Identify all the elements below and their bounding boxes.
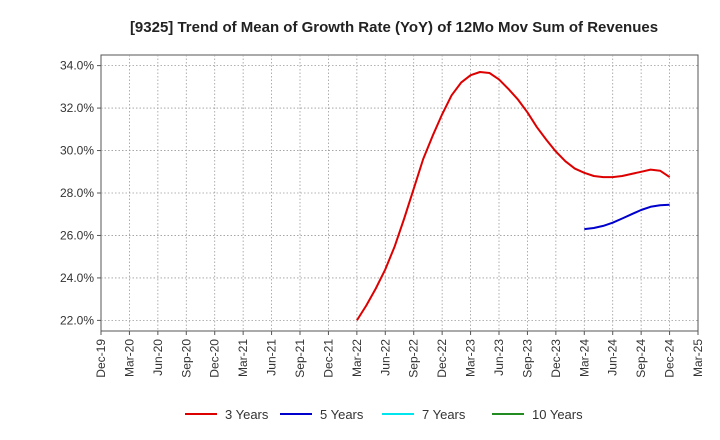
legend-label-10-years: 10 Years [532, 407, 583, 422]
y-tick-label: 26.0% [60, 228, 94, 242]
line-chart: [9325] Trend of Mean of Growth Rate (YoY… [0, 0, 720, 440]
x-tick-label: Mar-20 [122, 339, 136, 377]
x-tick-label: Sep-24 [634, 339, 648, 378]
legend-label-5-years: 5 Years [320, 407, 364, 422]
y-tick-label: 32.0% [60, 101, 94, 115]
x-tick-label: Dec-23 [549, 339, 563, 378]
y-tick-label: 34.0% [60, 59, 94, 73]
x-tick-label: Dec-24 [663, 339, 677, 378]
y-tick-label: 24.0% [60, 271, 94, 285]
x-tick-label: Jun-22 [378, 339, 392, 376]
x-tick-label: Sep-23 [520, 339, 534, 378]
x-tick-label: Dec-22 [435, 339, 449, 378]
x-tick-label: Jun-24 [606, 339, 620, 376]
x-tick-label: Jun-23 [492, 339, 506, 376]
x-tick-label: Jun-21 [265, 339, 279, 376]
x-tick-label: Sep-20 [179, 339, 193, 378]
chart-title: [9325] Trend of Mean of Growth Rate (YoY… [130, 19, 658, 36]
x-tick-label: Sep-22 [407, 339, 421, 378]
x-tick-label: Jun-20 [151, 339, 165, 376]
x-tick-label: Dec-20 [208, 339, 222, 378]
x-tick-label: Mar-25 [691, 339, 705, 377]
chart-container: [9325] Trend of Mean of Growth Rate (YoY… [0, 0, 720, 440]
y-tick-label: 28.0% [60, 186, 94, 200]
x-tick-label: Mar-21 [236, 339, 250, 377]
x-tick-label: Sep-21 [293, 339, 307, 378]
legend-label-7-years: 7 Years [422, 407, 466, 422]
legend: 3 Years 5 Years 7 Years 10 Years [185, 407, 583, 422]
x-tick-label: Mar-24 [577, 339, 591, 377]
legend-label-3-years: 3 Years [225, 407, 269, 422]
y-tick-label: 22.0% [60, 313, 94, 327]
x-tick-label: Mar-22 [350, 339, 364, 377]
x-tick-label: Dec-21 [321, 339, 335, 378]
x-tick-label: Dec-19 [94, 339, 108, 378]
y-tick-label: 30.0% [60, 144, 94, 158]
x-tick-label: Mar-23 [464, 339, 478, 377]
